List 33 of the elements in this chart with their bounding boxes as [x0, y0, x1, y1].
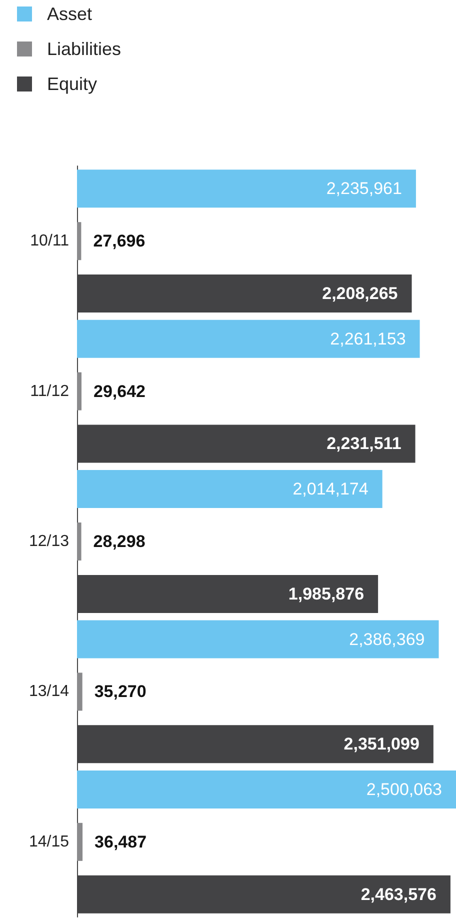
bar: [77, 620, 439, 658]
data-label: 36,487: [94, 832, 147, 852]
bar: [77, 522, 82, 560]
bar: [77, 320, 420, 358]
bar: [77, 170, 416, 208]
data-label: 2,014,174: [292, 480, 368, 499]
y-tick-label: 13/14: [28, 683, 70, 700]
bar: [77, 822, 83, 861]
legend-label: Asset: [47, 4, 92, 24]
bar: [77, 770, 456, 808]
data-label: 29,642: [93, 382, 146, 401]
bar: [77, 672, 82, 711]
data-label: 27,696: [93, 232, 146, 251]
data-label: 2,235,961: [326, 179, 402, 198]
data-label: 2,386,369: [349, 630, 425, 649]
y-tick-label: 12/13: [28, 533, 70, 550]
y-tick-label: 14/15: [28, 833, 70, 850]
bar: [77, 372, 82, 410]
bar: [77, 470, 382, 508]
y-tick-label: 10/11: [30, 232, 70, 250]
data-label: 28,298: [93, 532, 146, 551]
data-label: 2,500,063: [366, 780, 442, 799]
legend-label: Liabilities: [47, 39, 122, 59]
data-label: 2,351,099: [344, 734, 420, 754]
data-label: 2,231,511: [326, 434, 402, 454]
bar: [77, 222, 82, 260]
data-label: 1,985,876: [288, 584, 364, 604]
data-label: 2,463,576: [360, 884, 436, 904]
data-label: 35,270: [94, 682, 146, 702]
data-label: 2,261,153: [330, 329, 406, 348]
y-tick-label: 11/12: [30, 382, 70, 400]
data-label: 2,208,265: [322, 284, 398, 304]
legend-label: Equity: [47, 74, 98, 94]
